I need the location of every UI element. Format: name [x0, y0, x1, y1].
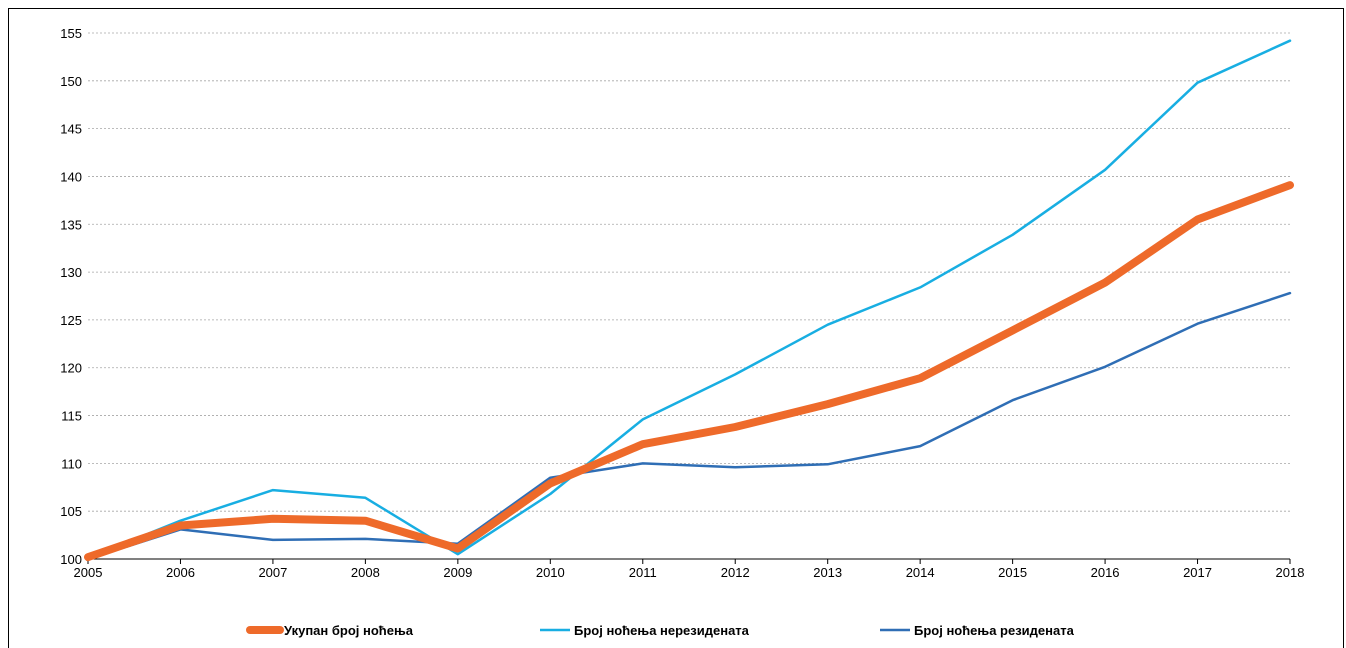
legend-label: Укупан број ноћења: [284, 623, 414, 638]
x-tick-label: 2011: [629, 565, 657, 580]
series-lines: [84, 39, 1294, 562]
x-tick-label: 2005: [74, 565, 103, 580]
legend-label: Број ноћења резидената: [914, 623, 1075, 638]
x-tick-label: 2016: [1091, 565, 1120, 580]
y-tick-label: 130: [60, 265, 82, 280]
x-tick-label: 2010: [536, 565, 565, 580]
series-line-1: [86, 39, 1292, 560]
x-tick-label: 2012: [721, 565, 750, 580]
x-axis-ticks: 2005 2006 2007 2008 2009 2010 2011 2012 2013 2014…: [74, 559, 1305, 580]
chart-frame: [8, 8, 1344, 648]
x-tick-label: 2015: [998, 565, 1027, 580]
y-tick-label: 100: [60, 552, 82, 567]
y-tick-label: 125: [60, 313, 82, 328]
x-tick-label: 2018: [1276, 565, 1305, 580]
y-tick-label: 120: [60, 361, 82, 376]
x-tick-label: 2017: [1183, 565, 1212, 580]
x-tick-label: 2014: [906, 565, 935, 580]
y-tick-label: 140: [60, 169, 82, 184]
y-tick-label: 115: [61, 409, 82, 424]
series-line-0: [84, 181, 1294, 562]
legend-label: Број ноћења нерезидената: [574, 623, 750, 638]
x-tick-label: 2006: [166, 565, 195, 580]
x-tick-label: 2007: [258, 565, 287, 580]
grid-lines: [88, 32, 1290, 512]
legend: Укупан број ноћења Број ноћења нерезидена…: [246, 623, 1075, 638]
y-tick-label: 150: [60, 74, 82, 89]
y-tick-label: 110: [61, 456, 82, 471]
x-tick-label: 2008: [351, 565, 380, 580]
x-tick-label: 2009: [443, 565, 472, 580]
series-line-2: [86, 291, 1292, 561]
y-axis-ticks: 100 105 110 115 120 125 130 135 140 145 150 155: [60, 26, 82, 567]
x-tick-label: 2013: [813, 565, 842, 580]
y-tick-label: 135: [60, 217, 82, 232]
y-tick-label: 145: [60, 122, 82, 137]
y-tick-label: 105: [60, 504, 82, 519]
y-tick-label: 155: [60, 26, 82, 41]
